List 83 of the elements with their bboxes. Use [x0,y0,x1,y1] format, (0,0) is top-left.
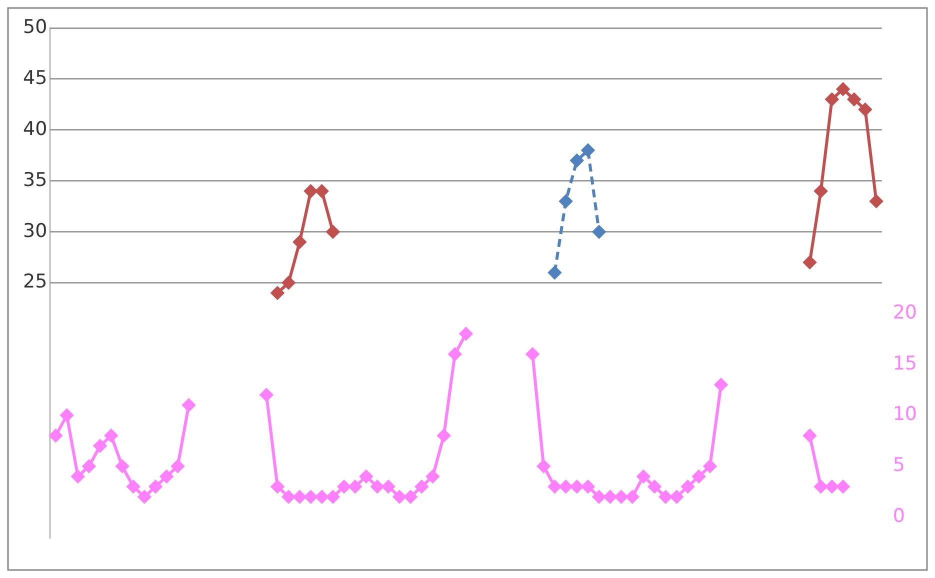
point [270,286,284,300]
y-tick-label: 30 [22,220,48,242]
point [338,480,351,494]
point [604,490,617,504]
point [315,184,328,198]
point [382,480,395,494]
point [559,194,572,208]
point [870,194,883,208]
point [171,460,184,473]
point [326,225,340,238]
point [648,480,662,494]
point [260,388,273,402]
point [60,408,74,422]
point [803,429,816,442]
point [581,480,594,494]
point [392,490,406,504]
point [415,480,428,494]
point [437,429,450,442]
point [570,480,584,494]
point [126,480,140,494]
point [71,470,84,483]
point [460,327,472,340]
point [526,348,540,361]
point [548,480,562,494]
point [825,92,838,106]
point [703,460,716,473]
point [94,439,107,452]
y-tick-label: 50 [22,16,48,38]
point [360,470,373,483]
point [570,154,584,167]
y2-tick-label: 0 [892,505,905,528]
point [426,470,440,483]
point [803,256,816,269]
point [825,480,838,494]
point [814,480,828,494]
y2-tick-label: 20 [892,301,918,324]
point [160,470,174,483]
point [714,378,728,392]
point [116,460,129,473]
point [304,184,318,198]
point [182,398,196,412]
point [282,490,296,504]
y-tick-label: 40 [22,118,48,140]
point [138,490,151,504]
point [814,184,828,198]
y2-tick-label: 5 [892,454,905,476]
y-tick-label: 35 [22,168,48,191]
point [404,490,418,504]
point [581,144,594,157]
point [326,490,340,504]
point [315,490,328,504]
point [836,480,850,494]
y2-tick-label: 10 [892,403,918,426]
point [848,92,861,106]
point [626,490,639,504]
point [537,460,550,473]
point [858,103,872,116]
point [836,82,850,96]
y-tick-label: 25 [22,270,48,293]
point [559,480,572,494]
point [670,490,684,504]
point [681,480,694,494]
point [270,480,284,494]
point [82,460,96,473]
y2-tick-label: 15 [892,352,918,374]
y-tick-label: 45 [22,66,48,89]
point [592,225,606,238]
point [448,348,462,361]
point [293,236,306,249]
point [614,490,628,504]
point [592,490,606,504]
point [293,490,306,504]
point [304,490,318,504]
point [348,480,362,494]
point [104,429,118,442]
point [692,470,706,483]
point [49,429,62,442]
point [548,266,562,280]
point [370,480,384,494]
point [636,470,650,483]
point [149,480,162,494]
point [282,276,296,290]
point [659,490,672,504]
